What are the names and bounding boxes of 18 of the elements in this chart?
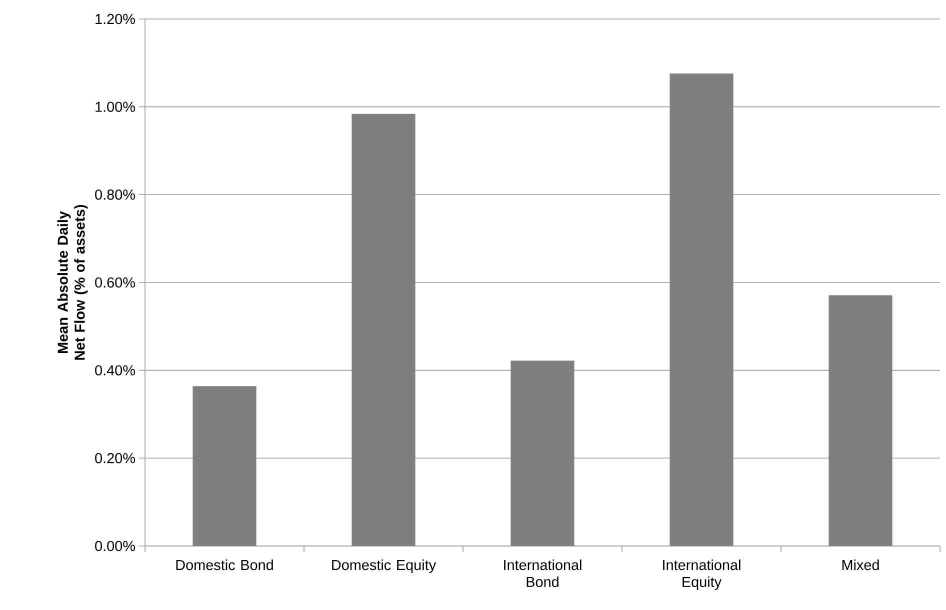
x-tick-label: International Equity	[663, 560, 740, 590]
bar	[510, 360, 574, 546]
x-tick-label: Domestic Equity	[332, 560, 436, 573]
y-axis-title: Mean Absolute Daily Net Flow (% of assets)	[57, 204, 88, 360]
bar	[670, 73, 734, 546]
bar	[192, 386, 256, 546]
bar	[828, 295, 892, 546]
x-tick-label: Domestic Bond	[176, 560, 273, 570]
y-tick-label: 0.00%	[95, 540, 135, 552]
y-tick-label: 0.40%	[95, 365, 135, 376]
y-tick-label: 1.00%	[96, 102, 135, 112]
y-tick-label: 1.20%	[96, 14, 135, 24]
bar	[352, 114, 416, 546]
y-tick-label: 0.60%	[95, 277, 135, 288]
x-tick-label: Mixed	[842, 560, 879, 570]
x-tick-label: International Bond	[504, 560, 582, 588]
y-tick-label: 0.80%	[95, 190, 135, 200]
y-tick-label: 0.20%	[95, 453, 135, 464]
